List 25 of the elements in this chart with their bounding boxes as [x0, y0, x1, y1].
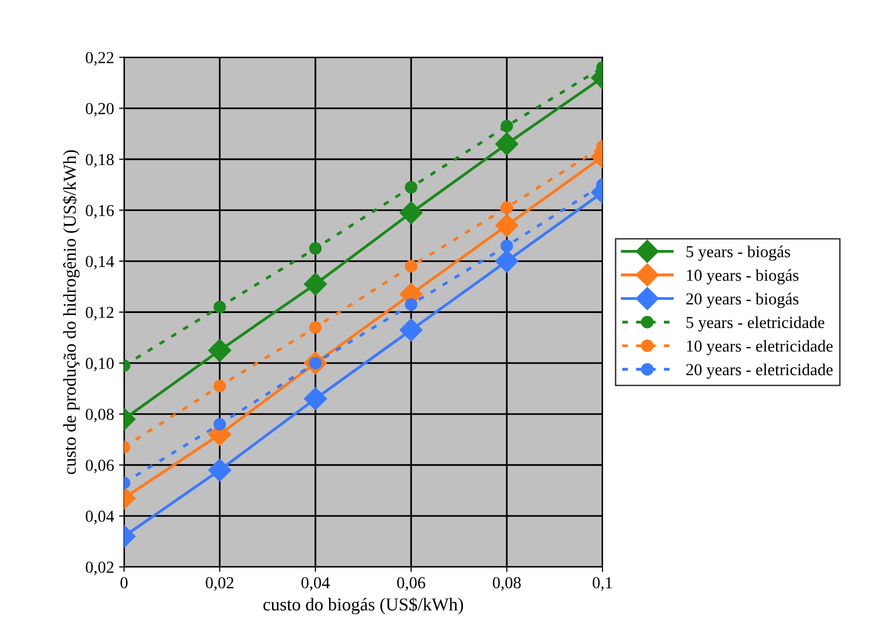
legend-label: 10 years - eletricidade: [687, 340, 833, 356]
legend-label: 10 years - biogás: [687, 269, 798, 284]
y-tick-label: 0,10: [86, 358, 114, 372]
y-tick-label: 0,16: [86, 204, 114, 219]
y-tick-label: 0,04: [86, 510, 114, 524]
y-axis-title: custo de produção do hidrogênio (US$/kWh): [62, 150, 80, 474]
x-tick-label: 0,08: [492, 577, 521, 591]
y-tick-label: 0,06: [86, 460, 114, 474]
x-tick-label: 0,06: [397, 577, 426, 591]
legend-label: 5 years - eletricidade: [686, 316, 824, 332]
y-tick-label: 0,02: [86, 562, 114, 576]
x-tick-label: 0,02: [206, 577, 234, 591]
legend-label: 20 years - eletricidade: [686, 364, 833, 379]
y-tick-label: 0,08: [86, 408, 114, 422]
legend-label: 20 years - biogás: [686, 292, 798, 308]
x-tick-label: 0,1: [592, 577, 612, 591]
y-tick-label: 0,14: [86, 256, 114, 270]
legend-label: 5 years - biogás: [686, 246, 790, 261]
y-tick-label: 0,22: [86, 52, 114, 66]
y-tick-label: 0,20: [86, 102, 114, 117]
y-tick-label: 0,12: [86, 306, 114, 320]
x-tick-label: 0: [120, 577, 128, 588]
x-axis-title: custo do biogás (US$/kWh): [263, 597, 464, 614]
y-tick-label: 0,18: [86, 154, 114, 168]
x-tick-label: 0,04: [301, 577, 330, 591]
